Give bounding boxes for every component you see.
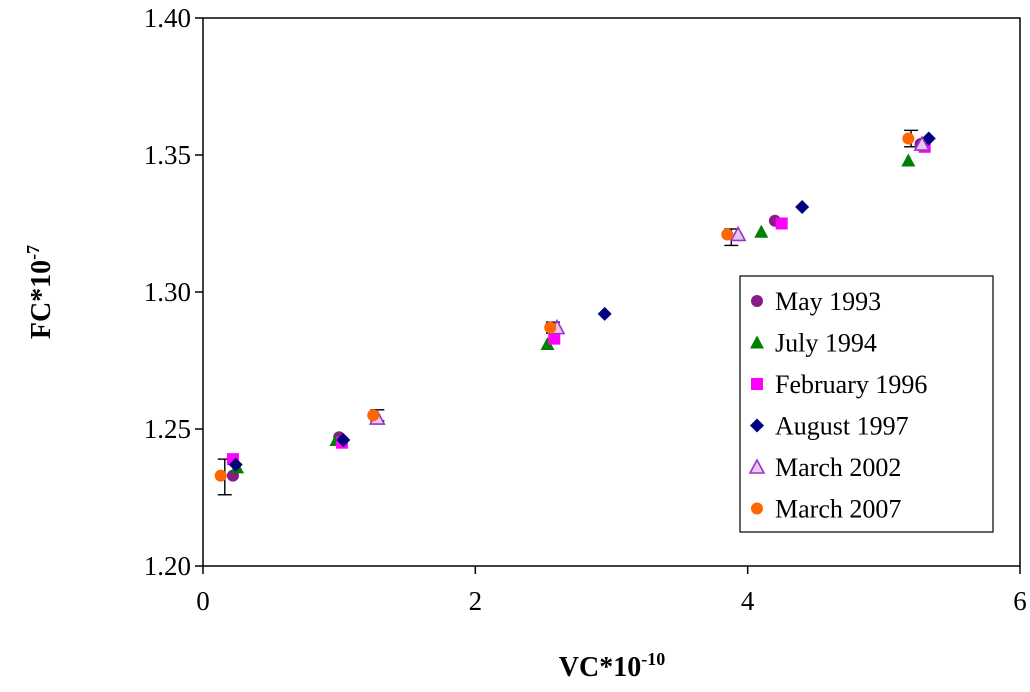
data-point: [775, 217, 788, 230]
legend-item: August 1997: [750, 412, 909, 441]
legend-label: March 2007: [775, 495, 901, 524]
y-tick-label: 1.40: [144, 3, 191, 33]
legend-label: August 1997: [775, 412, 909, 441]
legend-item: July 1994: [750, 329, 877, 358]
data-point: [228, 457, 243, 472]
series-march-2007: [214, 132, 915, 482]
legend-label: February 1996: [775, 370, 927, 399]
legend-label: March 2002: [775, 453, 901, 482]
legend-item: May 1993: [751, 287, 881, 316]
x-tick-label: 0: [196, 586, 210, 616]
legend-marker: [750, 335, 764, 349]
data-point: [795, 200, 810, 215]
y-tick-label: 1.20: [144, 551, 191, 581]
data-point: [729, 225, 747, 242]
data-point: [544, 321, 557, 334]
x-axis-title-exponent: -10: [641, 649, 665, 669]
legend-item: February 1996: [751, 370, 927, 399]
x-tick-label: 2: [469, 586, 483, 616]
legend-marker: [748, 458, 766, 474]
legend-label: July 1994: [775, 329, 877, 358]
x-axis-title-base: VC*10: [559, 652, 641, 683]
legend-marker: [751, 295, 763, 307]
data-point: [548, 332, 561, 345]
legend-marker: [750, 418, 764, 433]
y-axis-title: FC*10-7: [23, 245, 57, 339]
legend-item: March 2007: [751, 495, 901, 524]
legend-marker: [751, 502, 763, 515]
legend-item: March 2002: [748, 453, 901, 482]
x-axis-title: VC*10-10: [559, 649, 665, 683]
y-tick-label: 1.25: [144, 414, 191, 444]
data-point: [367, 409, 380, 422]
data-point: [336, 432, 351, 447]
legend: May 1993 July 1994 February 1996 August 199…: [739, 275, 994, 533]
data-point: [913, 135, 931, 151]
y-axis-title-exponent: -7: [23, 245, 43, 260]
data-point: [721, 228, 734, 241]
data-markers: [214, 131, 936, 482]
data-point: [754, 224, 769, 238]
legend-label: May 1993: [775, 287, 881, 316]
x-tick-label: 6: [1013, 586, 1027, 616]
legend-marker: [751, 378, 763, 390]
data-point: [540, 337, 555, 351]
legend-box: [739, 275, 994, 533]
y-axis-title-base: FC*10: [26, 260, 57, 339]
y-axis: 1.20 1.25 1.30 1.35 1.40: [144, 3, 203, 581]
data-point: [597, 306, 612, 321]
data-point: [902, 132, 915, 145]
data-point: [214, 469, 227, 482]
x-tick-label: 4: [741, 586, 755, 616]
data-point: [901, 153, 916, 167]
y-tick-label: 1.35: [144, 140, 191, 170]
y-tick-label: 1.30: [144, 277, 191, 307]
x-axis: 0 2 4 6: [196, 566, 1027, 616]
